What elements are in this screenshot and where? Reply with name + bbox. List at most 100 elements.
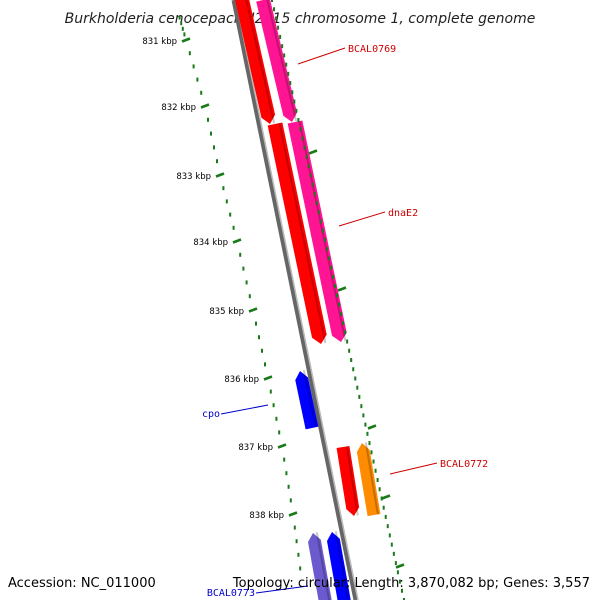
outer-major-tick: [395, 563, 405, 569]
minor-tick: [293, 525, 296, 530]
outer-tick: [398, 579, 401, 584]
minor-tick: [207, 117, 209, 122]
label-leader: [389, 462, 438, 475]
outer-tick: [301, 136, 304, 141]
outer-tick-track: [271, 0, 405, 600]
outer-tick: [396, 570, 399, 575]
gene-bcal0773-slate-shade: [315, 532, 331, 600]
gene-bcal0769-red-shade: [245, 0, 276, 124]
minor-tick: [213, 145, 215, 150]
outer-tick: [348, 348, 351, 353]
label-leader: [255, 585, 309, 594]
outer-tick: [340, 311, 343, 316]
outer-tick: [309, 173, 312, 178]
outer-tick: [394, 561, 397, 566]
label-leader: [220, 404, 269, 415]
gene-bcal0773-slate-body: [308, 533, 332, 600]
gene-cpo-body: [295, 371, 319, 430]
outer-tick: [403, 598, 405, 600]
gene-cpo-shade: [302, 369, 317, 428]
gene-label: dnaE2: [388, 208, 418, 219]
outer-tick: [354, 376, 357, 381]
minor-tick: [216, 159, 218, 164]
outer-tick: [319, 219, 322, 224]
gene-bcal0769-pink-shade: [266, 0, 298, 122]
minor-tick: [269, 389, 272, 394]
outer-major-tick: [367, 424, 377, 430]
minor-tick: [196, 77, 199, 82]
gene-bcal0769-red-body: [234, 0, 276, 124]
major-tick: [277, 443, 287, 449]
outer-major-tick: [381, 494, 391, 500]
outer-tick: [362, 413, 365, 418]
minor-tick: [242, 266, 245, 271]
outer-tick: [325, 247, 328, 252]
minor-tick: [299, 566, 302, 571]
major-tick: [200, 103, 210, 109]
tick-label: 832 kbp: [161, 103, 196, 113]
outer-tick: [321, 228, 324, 233]
minor-tick: [181, 26, 184, 31]
outer-tick: [350, 358, 353, 362]
minor-tick: [272, 403, 275, 408]
outer-tick: [273, 7, 276, 12]
minor-tick: [295, 539, 298, 544]
outer-tick: [335, 293, 338, 298]
gene-dnae2-red-body: [267, 122, 327, 344]
gene-dnae2-red: [267, 122, 327, 344]
gene-bcal0769-pink-body: [256, 0, 297, 122]
minor-tick: [178, 15, 181, 20]
gene-label: BCAL0773: [207, 588, 255, 599]
minor-tick: [297, 552, 300, 557]
outer-tick: [299, 127, 302, 132]
gene-labels: BCAL0769 dnaE2 cpo BCAL0772 BCAL0773: [202, 44, 488, 599]
outer-tick: [344, 330, 347, 335]
minor-tick: [200, 90, 203, 95]
outer-tick: [283, 53, 286, 58]
tick-label: 831 kbp: [142, 37, 177, 47]
outer-tick: [380, 496, 383, 501]
minor-tick: [232, 225, 235, 230]
major-tick: [263, 375, 273, 381]
gene-bcal0772-red: [336, 445, 360, 516]
gene-bcal0769-pink: [256, 0, 298, 122]
outer-tick: [305, 154, 308, 159]
major-tick: [232, 238, 242, 244]
minor-tick: [287, 484, 290, 489]
accession-text: Accession: NC_011000: [8, 576, 156, 591]
outer-tick: [277, 25, 280, 30]
outer-tick: [392, 551, 395, 556]
gene-cpo: [295, 369, 319, 430]
outer-tick: [390, 542, 393, 547]
outer-tick: [372, 459, 375, 464]
minor-tick: [183, 32, 186, 37]
minor-tick: [225, 199, 228, 204]
outer-major-tick: [308, 149, 318, 155]
outer-tick: [289, 81, 292, 86]
minor-tick: [283, 457, 286, 462]
minor-tick: [180, 21, 183, 26]
outer-tick: [338, 302, 341, 307]
outer-tick: [360, 404, 363, 409]
outer-tick: [388, 533, 391, 538]
minor-tick: [261, 348, 263, 353]
label-leader: [338, 211, 386, 227]
gene-label: cpo: [202, 409, 220, 420]
minor-tick: [275, 416, 278, 421]
outer-tick: [295, 108, 298, 113]
outer-tick: [384, 514, 387, 519]
gene-bcal0773-blue: [327, 531, 351, 600]
gene-bcal0773-blue-shade: [334, 531, 350, 600]
outer-tick: [378, 487, 381, 492]
minor-tick: [188, 51, 191, 56]
outer-tick: [333, 284, 336, 289]
outer-tick: [315, 201, 318, 206]
minor-tick: [222, 186, 225, 191]
minor-tick: [229, 212, 232, 217]
outer-tick: [293, 99, 296, 104]
gene-bcal0772-orange: [356, 442, 381, 517]
tick-label: 833 kbp: [176, 172, 211, 182]
outer-tick: [331, 274, 334, 279]
minor-tick: [210, 131, 212, 136]
outer-tick: [368, 441, 371, 446]
